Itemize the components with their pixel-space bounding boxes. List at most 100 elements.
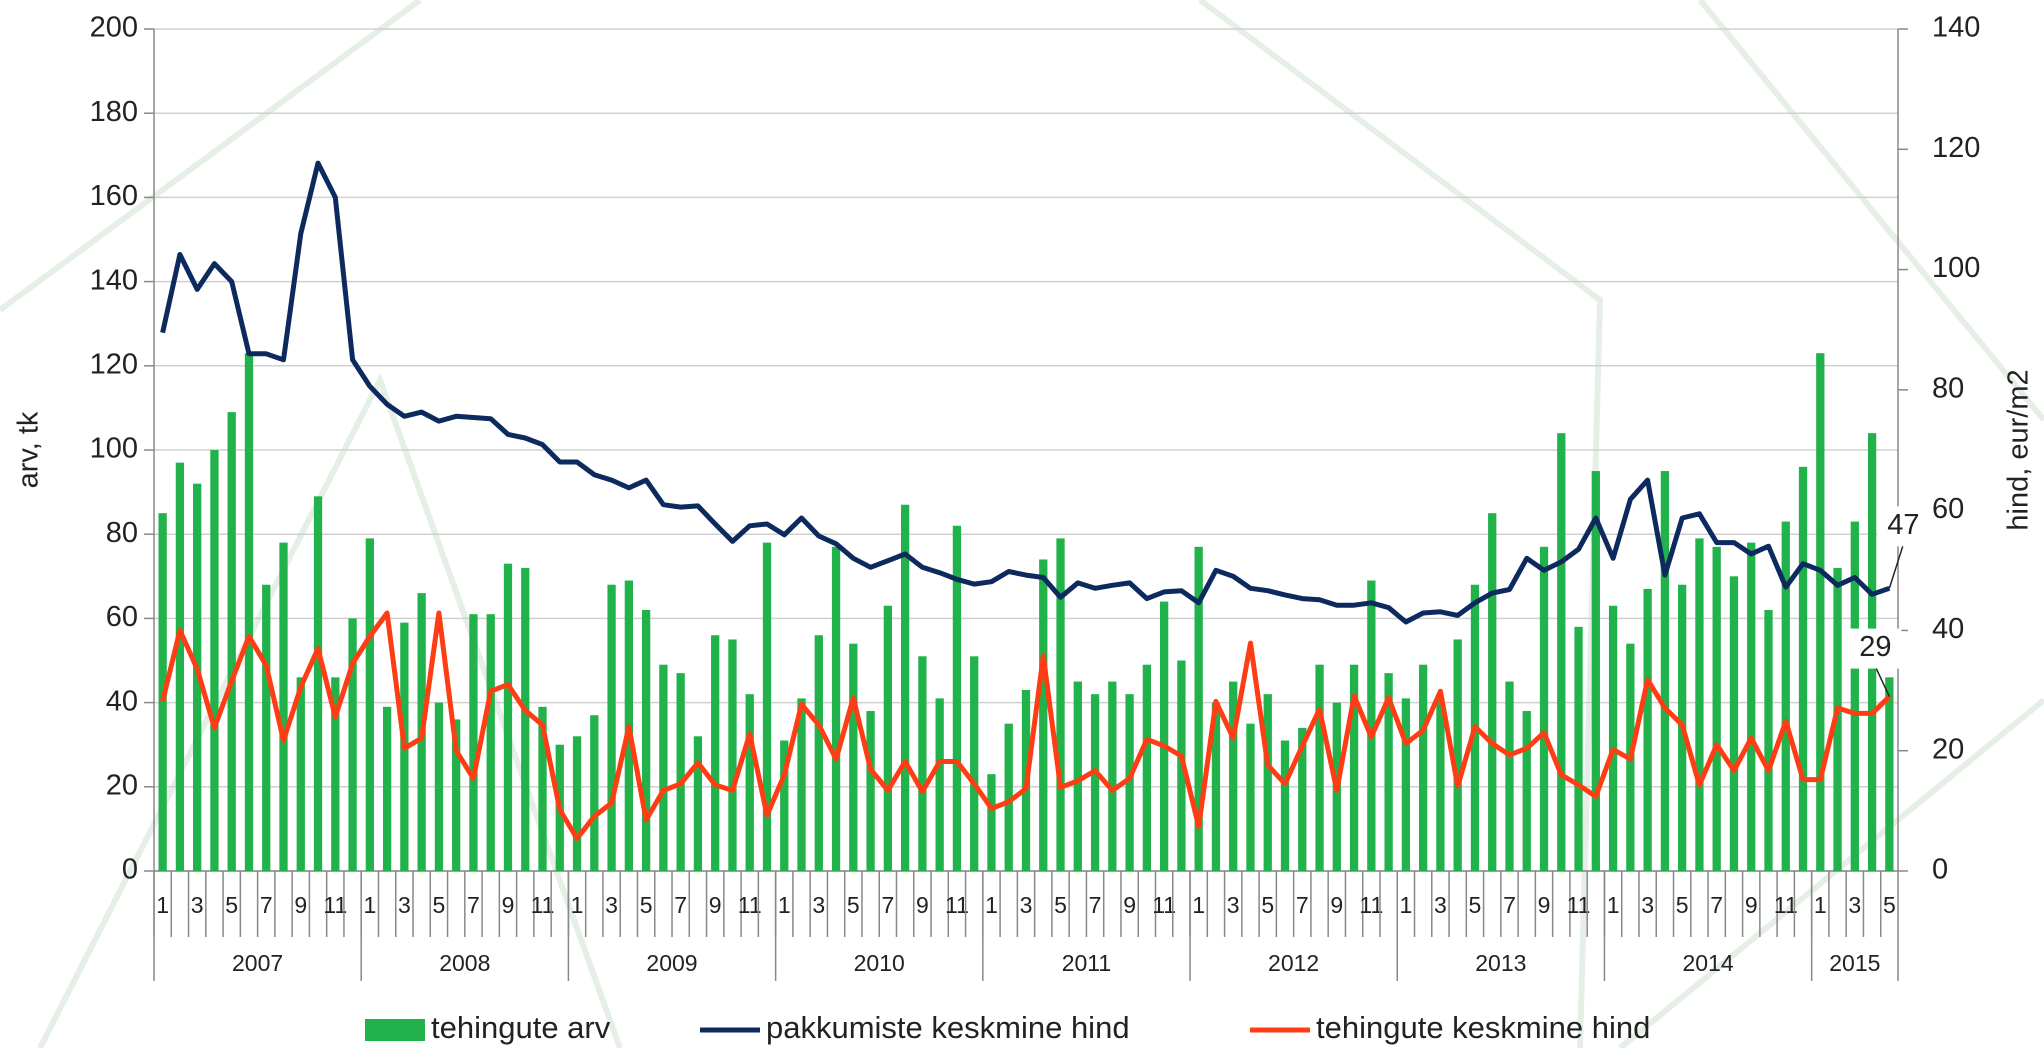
y-tick-label: 0 xyxy=(122,854,138,886)
data-label: 47 xyxy=(1887,509,1919,541)
bar xyxy=(210,450,219,871)
x-tick-label: 5 xyxy=(1261,892,1274,918)
bar xyxy=(1608,605,1618,871)
y-axis-label: arv, tk xyxy=(13,411,45,488)
x-tick-label: 1 xyxy=(1399,892,1412,918)
x-group-label: 2009 xyxy=(646,950,697,976)
bar xyxy=(1194,546,1203,871)
bar xyxy=(1764,609,1773,871)
bar xyxy=(1384,673,1393,871)
x-tick-label: 3 xyxy=(398,892,411,918)
y-tick-label: 20 xyxy=(106,769,138,801)
legend-label: pakkumiste keskmine hind xyxy=(766,1010,1130,1045)
bar xyxy=(279,542,288,871)
bar xyxy=(175,462,185,871)
x-tick-label: 3 xyxy=(191,892,204,918)
x-tick-label: 11 xyxy=(1152,892,1176,918)
bar xyxy=(1263,694,1272,871)
bar xyxy=(244,353,254,871)
x-tick-label: 5 xyxy=(640,892,653,918)
x-tick-label: 7 xyxy=(1503,892,1516,918)
x-tick-label: 5 xyxy=(1054,892,1067,918)
bar xyxy=(1505,681,1514,871)
x-tick-label: 3 xyxy=(812,892,825,918)
bar xyxy=(1436,698,1445,871)
legend-label: tehingute keskmine hind xyxy=(1316,1010,1650,1045)
bar xyxy=(1142,664,1152,871)
x-tick-label: 1 xyxy=(156,892,169,918)
y-tick-label: 120 xyxy=(90,348,138,380)
x-tick-label: 1 xyxy=(1607,892,1620,918)
x-tick-label: 11 xyxy=(323,892,347,918)
x-tick-label: 11 xyxy=(1774,892,1798,918)
x-group-label: 2007 xyxy=(232,950,283,976)
bar xyxy=(1246,723,1255,871)
x-tick-label: 7 xyxy=(260,892,273,918)
bar xyxy=(469,614,478,871)
bar xyxy=(711,635,720,871)
label-leader xyxy=(1888,544,1905,589)
x-tick-label: 11 xyxy=(1359,892,1383,918)
bar xyxy=(797,698,806,871)
x-tick-label: 9 xyxy=(1538,892,1551,918)
bar xyxy=(262,584,271,871)
x-tick-label: 3 xyxy=(1848,892,1861,918)
bar xyxy=(572,736,582,871)
bar xyxy=(970,656,979,871)
bar xyxy=(1056,538,1065,871)
bar xyxy=(1401,698,1411,871)
bar xyxy=(1229,681,1238,871)
x-tick-label: 3 xyxy=(1434,892,1447,918)
x-tick-label: 9 xyxy=(916,892,929,918)
bar xyxy=(1695,538,1704,871)
y2-tick-label: 40 xyxy=(1932,613,1964,645)
bar xyxy=(331,677,340,871)
x-tick-label: 7 xyxy=(881,892,894,918)
bar xyxy=(1591,471,1600,871)
data-label: 29 xyxy=(1859,631,1891,663)
bar xyxy=(918,656,927,871)
bar xyxy=(780,740,789,871)
x-tick-label: 11 xyxy=(945,892,969,918)
bar xyxy=(814,635,823,871)
bar xyxy=(1557,433,1566,871)
bar xyxy=(1643,588,1652,871)
bar xyxy=(434,702,444,871)
y2-tick-label: 20 xyxy=(1932,733,1964,765)
bar xyxy=(382,706,392,871)
bar xyxy=(849,643,858,871)
bar xyxy=(348,618,357,871)
x-tick-label: 9 xyxy=(502,892,515,918)
x-tick-label: 9 xyxy=(1123,892,1136,918)
x-tick-label: 9 xyxy=(1330,892,1343,918)
y-tick-label: 80 xyxy=(106,517,138,549)
line xyxy=(160,160,1891,625)
bar xyxy=(1090,694,1100,871)
bar xyxy=(1280,740,1290,871)
bar xyxy=(1159,601,1169,871)
label-box xyxy=(1877,506,1930,547)
x-group-label: 2008 xyxy=(439,950,490,976)
bar xyxy=(1367,580,1376,871)
bar xyxy=(1660,471,1670,871)
x-tick-label: 9 xyxy=(1745,892,1758,918)
y2-axis-label: hind, eur/m2 xyxy=(2003,369,2035,530)
x-tick-label: 5 xyxy=(847,892,860,918)
x-tick-label: 3 xyxy=(1641,892,1654,918)
bar xyxy=(1712,546,1721,871)
bar xyxy=(831,546,841,871)
x-tick-label: 1 xyxy=(778,892,791,918)
bar xyxy=(762,542,772,871)
bar xyxy=(745,694,754,871)
bar xyxy=(1453,639,1462,871)
bar xyxy=(538,706,547,871)
x-tick-label: 5 xyxy=(433,892,446,918)
bar xyxy=(503,563,513,871)
bar xyxy=(1729,576,1739,871)
y-tick-label: 100 xyxy=(90,433,138,465)
bar xyxy=(1211,702,1221,871)
bar xyxy=(935,698,944,871)
bar xyxy=(1798,466,1808,871)
bar xyxy=(900,504,910,871)
